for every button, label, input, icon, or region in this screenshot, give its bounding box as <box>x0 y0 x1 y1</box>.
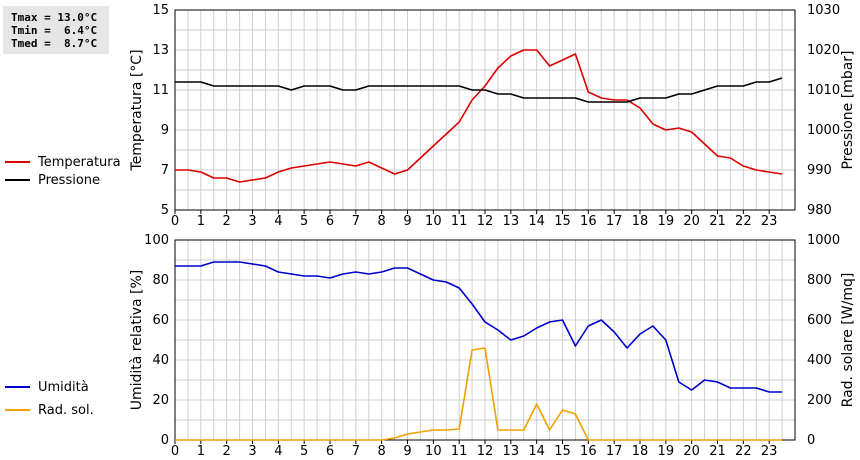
y-right-tick-label: 400 <box>807 353 832 368</box>
x-tick-label: 17 <box>606 444 623 459</box>
x-tick-label: 0 <box>171 214 179 229</box>
x-tick-label: 12 <box>477 214 494 229</box>
x-tick-label: 2 <box>223 444 231 459</box>
y-left-tick-label: 13 <box>152 43 169 58</box>
series-line-1 <box>175 49 783 183</box>
x-tick-label: 18 <box>632 444 649 459</box>
x-tick-label: 7 <box>352 214 360 229</box>
x-tick-label: 11 <box>451 214 468 229</box>
y-right-tick-label: 980 <box>807 203 832 218</box>
legend-label: Umidità <box>38 380 89 395</box>
y-left-tick-label: 5 <box>161 203 169 218</box>
y-right-tick-label: 990 <box>807 163 832 178</box>
y-left-tick-label: 9 <box>161 123 169 138</box>
x-tick-label: 1 <box>197 444 205 459</box>
x-tick-label: 17 <box>606 214 623 229</box>
x-tick-label: 12 <box>477 444 494 459</box>
x-tick-label: 13 <box>503 214 520 229</box>
legend-label: Temperatura <box>37 155 121 170</box>
y-left-tick-label: 0 <box>161 433 169 448</box>
x-tick-label: 9 <box>403 444 411 459</box>
x-tick-label: 10 <box>425 214 442 229</box>
x-tick-label: 18 <box>632 214 649 229</box>
stats-box: Tmax = 13.0°C Tmin = 6.4°C Tmed = 8.7°C <box>3 6 109 54</box>
y-right-tick-label: 1010 <box>807 83 840 98</box>
x-tick-label: 15 <box>554 444 571 459</box>
x-tick-label: 16 <box>580 214 597 229</box>
x-tick-label: 5 <box>300 214 308 229</box>
x-tick-label: 4 <box>274 444 282 459</box>
x-tick-label: 22 <box>735 214 752 229</box>
y-right-tick-label: 200 <box>807 393 832 408</box>
x-tick-label: 4 <box>274 214 282 229</box>
x-tick-label: 22 <box>735 444 752 459</box>
x-tick-label: 14 <box>528 444 545 459</box>
series-line-1 <box>175 261 783 393</box>
y-right-tick-label: 1000 <box>807 233 840 248</box>
x-tick-label: 20 <box>683 444 700 459</box>
x-tick-label: 6 <box>326 214 334 229</box>
x-tick-label: 21 <box>709 444 726 459</box>
y-left-tick-label: 60 <box>152 313 169 328</box>
x-tick-label: 10 <box>425 444 442 459</box>
series-line-2 <box>175 77 783 103</box>
x-tick-label: 8 <box>378 444 386 459</box>
x-tick-label: 5 <box>300 444 308 459</box>
x-tick-label: 7 <box>352 444 360 459</box>
x-tick-label: 11 <box>451 444 468 459</box>
x-tick-label: 1 <box>197 214 205 229</box>
y-left-tick-label: 7 <box>161 163 169 178</box>
x-tick-label: 23 <box>761 214 778 229</box>
y-right-tick-label: 0 <box>807 433 815 448</box>
y-right-tick-label: 600 <box>807 313 832 328</box>
x-tick-label: 20 <box>683 214 700 229</box>
y-right-tick-label: 1000 <box>807 123 840 138</box>
y-right-axis-title: Rad. solare [W/mq] <box>840 273 856 408</box>
x-tick-label: 9 <box>403 214 411 229</box>
x-tick-label: 19 <box>658 214 675 229</box>
series-line-2 <box>175 347 783 441</box>
stats-tmin: Tmin = 6.4°C <box>11 24 98 37</box>
y-right-tick-label: 1020 <box>807 43 840 58</box>
x-tick-label: 8 <box>378 214 386 229</box>
y-right-tick-label: 800 <box>807 273 832 288</box>
stats-tmed: Tmed = 8.7°C <box>11 37 98 50</box>
y-right-tick-label: 1030 <box>807 3 840 18</box>
x-tick-label: 15 <box>554 214 571 229</box>
x-tick-label: 3 <box>248 444 256 459</box>
x-tick-label: 14 <box>528 214 545 229</box>
y-left-tick-label: 80 <box>152 273 169 288</box>
y-left-tick-label: 40 <box>152 353 169 368</box>
x-tick-label: 16 <box>580 444 597 459</box>
x-tick-label: 0 <box>171 444 179 459</box>
legend-label: Rad. sol. <box>38 403 94 418</box>
x-tick-label: 23 <box>761 444 778 459</box>
x-tick-label: 19 <box>658 444 675 459</box>
x-tick-label: 2 <box>223 214 231 229</box>
legend-label: Pressione <box>38 173 100 188</box>
y-right-axis-title: Pressione [mbar] <box>840 50 856 169</box>
x-tick-label: 21 <box>709 214 726 229</box>
y-left-axis-title: Umidità relativa [%] <box>129 270 145 411</box>
x-tick-label: 13 <box>503 444 520 459</box>
x-tick-label: 6 <box>326 444 334 459</box>
stats-tmax: Tmax = 13.0°C <box>11 11 98 24</box>
y-left-axis-title: Temperatura [°C] <box>129 49 145 171</box>
x-tick-label: 3 <box>248 214 256 229</box>
y-left-tick-label: 20 <box>152 393 169 408</box>
y-left-tick-label: 100 <box>144 233 169 248</box>
y-left-tick-label: 15 <box>152 3 169 18</box>
y-left-tick-label: 11 <box>152 83 169 98</box>
